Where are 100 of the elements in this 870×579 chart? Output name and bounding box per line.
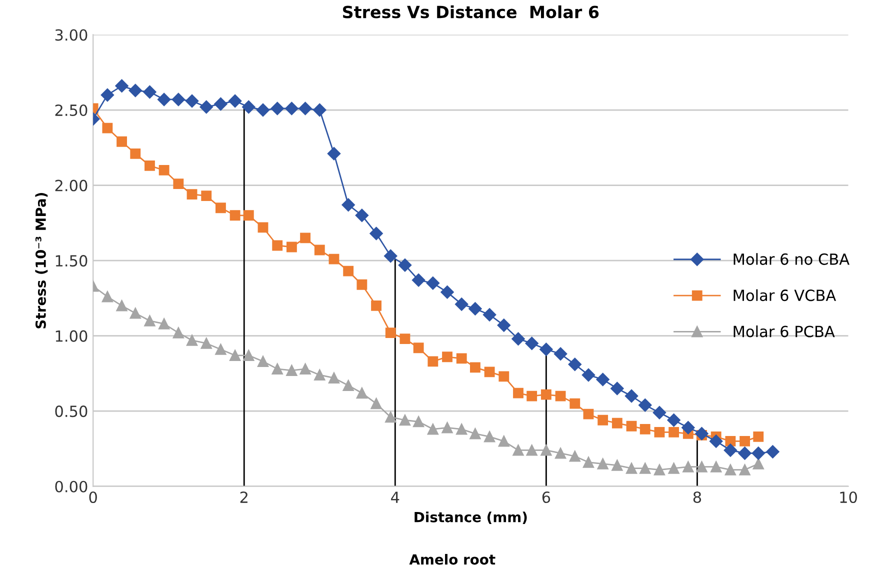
point	[300, 232, 310, 244]
point	[385, 412, 396, 423]
point	[172, 92, 186, 106]
y-tick-label: 2.50	[55, 104, 88, 116]
point	[286, 364, 298, 376]
point	[752, 458, 764, 470]
point	[739, 464, 750, 476]
point	[738, 446, 752, 460]
point	[428, 356, 438, 367]
point	[426, 276, 440, 290]
x-tick-label: 4	[391, 492, 400, 503]
point	[173, 178, 184, 189]
point	[470, 362, 480, 373]
point	[442, 422, 453, 434]
point	[201, 190, 212, 202]
point	[298, 102, 312, 116]
point	[526, 444, 538, 456]
point	[412, 274, 426, 287]
point	[612, 418, 622, 428]
x-tick-label: 10	[840, 491, 857, 504]
point	[328, 254, 340, 264]
point	[582, 368, 596, 382]
point	[285, 102, 298, 116]
point	[355, 208, 369, 222]
point	[370, 398, 382, 410]
legend-label: Molar 6 VCBA	[734, 289, 836, 302]
point	[497, 318, 510, 332]
point	[216, 202, 226, 214]
point	[682, 421, 695, 434]
point	[610, 382, 624, 396]
point	[215, 344, 226, 355]
point	[314, 244, 325, 256]
point	[272, 240, 283, 251]
point	[554, 448, 566, 459]
point	[130, 148, 141, 159]
point	[598, 414, 608, 426]
point	[540, 389, 552, 400]
point	[752, 446, 765, 460]
point	[413, 342, 424, 354]
x-axis-title: Distance (mm)	[414, 512, 527, 524]
point	[385, 328, 396, 338]
point	[356, 279, 368, 290]
point	[116, 136, 127, 147]
point	[612, 460, 623, 471]
point	[128, 84, 142, 98]
point	[456, 353, 467, 364]
point	[498, 436, 510, 447]
point	[740, 436, 750, 446]
x-tick-label: 6	[542, 491, 550, 504]
point	[130, 308, 141, 319]
point	[724, 444, 738, 457]
y-tick-label: 3.00	[55, 29, 88, 41]
point	[554, 347, 568, 360]
point	[157, 92, 171, 106]
point	[286, 242, 297, 252]
point	[272, 363, 283, 374]
point	[654, 426, 665, 438]
point	[640, 424, 650, 434]
point	[540, 342, 553, 356]
point	[668, 462, 680, 474]
point	[399, 414, 411, 426]
point	[143, 85, 156, 99]
point	[172, 327, 184, 338]
point	[484, 366, 495, 378]
point	[158, 318, 170, 330]
point	[498, 371, 510, 382]
point	[270, 102, 284, 116]
point	[570, 398, 580, 409]
legend-label: Molar 6 PCBA	[734, 325, 835, 338]
point	[100, 88, 114, 102]
point	[413, 416, 424, 428]
y-tick-label: 2.00	[55, 180, 88, 192]
y-tick-label: 1.50	[56, 255, 88, 267]
point	[342, 198, 355, 212]
point	[569, 450, 580, 462]
point	[144, 315, 156, 326]
point	[582, 456, 594, 468]
point	[696, 461, 708, 472]
point	[682, 461, 694, 472]
point	[456, 424, 468, 435]
point	[242, 100, 256, 114]
x-tick-label: 8	[693, 491, 702, 504]
point	[116, 300, 128, 312]
point	[371, 300, 382, 311]
point	[313, 103, 326, 117]
point	[186, 189, 198, 200]
point	[568, 358, 582, 372]
point	[513, 388, 524, 398]
point	[398, 258, 412, 272]
point	[214, 97, 228, 111]
y-tick-label: 0.50	[55, 406, 88, 418]
point	[243, 350, 254, 361]
point	[343, 266, 354, 276]
point	[626, 462, 638, 474]
point	[370, 226, 383, 240]
point	[583, 408, 594, 420]
point	[158, 165, 170, 176]
point	[327, 147, 341, 160]
point	[400, 334, 410, 344]
point	[300, 363, 311, 374]
